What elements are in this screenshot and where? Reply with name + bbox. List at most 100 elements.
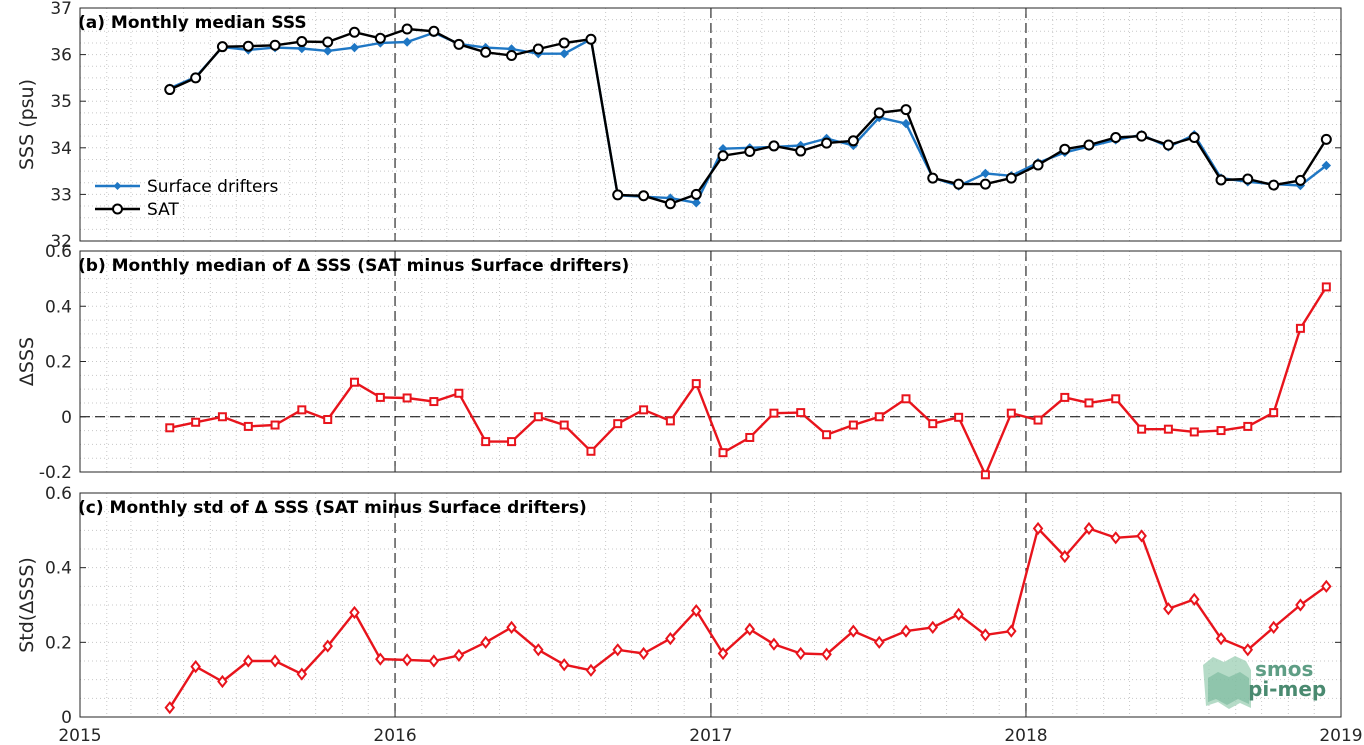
data-point xyxy=(558,658,570,672)
x-tick-label: 2019 xyxy=(1319,726,1362,745)
data-point xyxy=(1005,172,1017,184)
data-point xyxy=(242,40,254,52)
data-point xyxy=(1321,579,1332,593)
series-line xyxy=(169,27,1328,205)
data-point xyxy=(1269,408,1279,418)
x-tick-label: 2016 xyxy=(373,726,416,745)
data-point xyxy=(691,379,701,389)
logo-text-pimep: pi-mep xyxy=(1248,677,1326,701)
data-point xyxy=(269,39,281,51)
data-point xyxy=(586,446,596,456)
data-point xyxy=(612,189,624,201)
legend-marker-surface-drifters xyxy=(113,182,122,190)
x-tick-label: 2018 xyxy=(1004,726,1047,745)
logo-text-smos: smos xyxy=(1255,657,1313,681)
data-point xyxy=(1321,160,1332,171)
data-point xyxy=(428,25,440,37)
data-point xyxy=(1110,132,1122,144)
panel-title: (a) Monthly median SSS xyxy=(78,13,307,33)
y-tick-label: 0.6 xyxy=(45,242,72,262)
data-point xyxy=(638,646,649,661)
data-point xyxy=(795,145,807,157)
data-point xyxy=(690,603,702,618)
data-point xyxy=(480,46,492,58)
data-point xyxy=(768,140,780,152)
data-point xyxy=(953,607,964,621)
data-point xyxy=(453,648,465,663)
panel-title: (c) Monthly std of Δ SSS (SAT minus Surf… xyxy=(78,498,587,518)
data-point xyxy=(744,146,756,158)
y-tick-label: 0.4 xyxy=(45,297,72,317)
data-point xyxy=(1059,143,1071,155)
data-point xyxy=(665,416,675,426)
y-tick-label: 32 xyxy=(50,232,72,252)
y-tick-label: 37 xyxy=(50,0,72,19)
data-point xyxy=(718,448,728,458)
legend-label-surface-drifters: Surface drifters xyxy=(147,177,278,197)
data-point xyxy=(165,423,175,433)
data-point xyxy=(585,663,597,677)
data-point xyxy=(1216,426,1226,436)
panel-title: (b) Monthly median of Δ SSS (SAT minus S… xyxy=(78,256,629,276)
series-surface-drifters xyxy=(165,27,1332,208)
data-point xyxy=(927,620,939,635)
data-point xyxy=(795,646,806,661)
grid-lines xyxy=(80,8,1341,241)
y-tick-label: 0 xyxy=(61,408,72,428)
data-point xyxy=(375,392,385,402)
data-point xyxy=(401,23,413,35)
data-point xyxy=(349,377,359,387)
data-point xyxy=(428,654,440,668)
data-point xyxy=(848,624,859,638)
panel-delta: -0.2 0 0.2 0.4 0.6 ΔSSS (b) Monthly median of … xyxy=(16,242,1342,483)
y-axis-ticks: -0.2 0 0.2 0.4 0.6 xyxy=(39,242,1342,483)
y-tick-label: 36 xyxy=(50,46,72,66)
data-point xyxy=(506,620,517,635)
data-point xyxy=(348,26,360,38)
data-point xyxy=(980,628,991,642)
data-point xyxy=(217,412,227,422)
data-point xyxy=(296,667,308,681)
data-point xyxy=(796,408,806,418)
smos-pimep-logo: smos pi-mep xyxy=(1203,656,1326,709)
panel-sss: 32 33 34 35 36 37 SSS (psu) (a) Monthly median … xyxy=(16,0,1342,252)
data-point xyxy=(1268,620,1279,635)
data-point xyxy=(768,637,780,651)
data-point xyxy=(848,420,858,430)
data-point xyxy=(296,36,308,48)
data-point xyxy=(874,412,884,422)
grid-lines xyxy=(80,493,1341,717)
data-point xyxy=(533,643,544,657)
data-point xyxy=(349,42,360,53)
data-point xyxy=(980,168,991,179)
data-point xyxy=(533,412,543,422)
data-point xyxy=(1321,282,1331,292)
data-point xyxy=(690,188,702,200)
data-point xyxy=(190,72,202,84)
data-point xyxy=(1294,174,1306,186)
data-point xyxy=(821,647,832,661)
y-tick-label: 0.2 xyxy=(45,633,72,653)
data-point xyxy=(717,150,729,162)
data-point xyxy=(1032,521,1044,536)
data-point xyxy=(979,178,991,190)
data-point xyxy=(349,605,360,620)
data-point xyxy=(429,397,439,407)
data-point xyxy=(1110,531,1122,545)
data-point xyxy=(269,654,281,668)
data-point xyxy=(1060,392,1070,402)
data-point xyxy=(1083,521,1095,536)
data-point xyxy=(873,635,885,649)
y-tick-label: 35 xyxy=(50,92,72,112)
data-point xyxy=(559,420,569,430)
data-point xyxy=(1295,323,1305,333)
data-point xyxy=(1268,179,1280,191)
data-point xyxy=(1188,592,1200,607)
y-tick-label: 0 xyxy=(61,708,72,728)
data-point xyxy=(873,107,885,119)
data-point xyxy=(1032,159,1044,171)
data-point xyxy=(1111,394,1121,404)
data-point xyxy=(639,405,649,415)
data-point xyxy=(664,198,676,210)
